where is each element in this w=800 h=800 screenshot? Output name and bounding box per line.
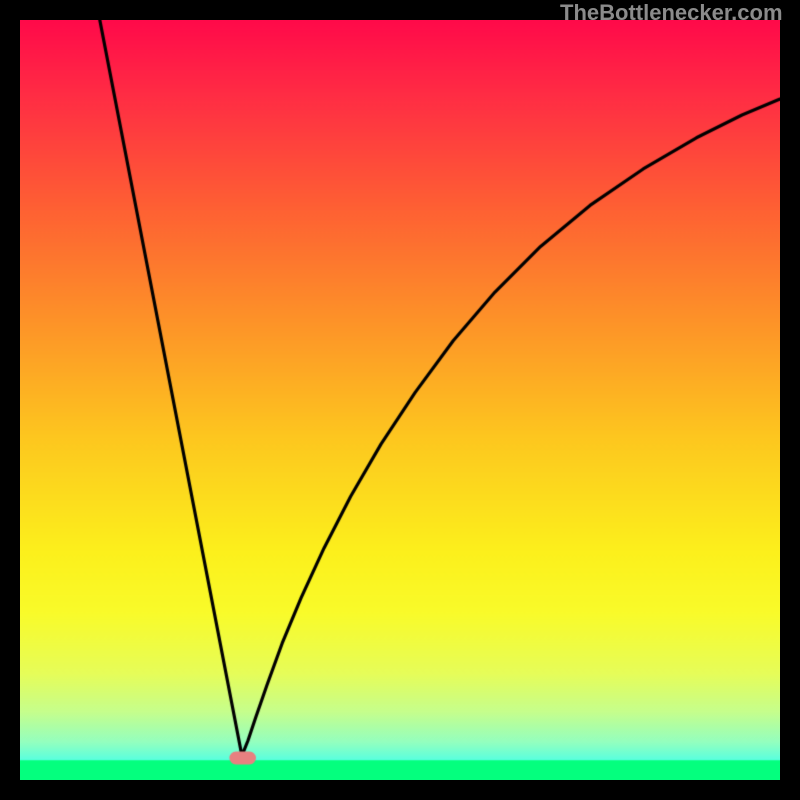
watermark-text: TheBottlenecker.com: [560, 0, 783, 26]
plot-canvas: [20, 20, 780, 780]
chart-frame: TheBottlenecker.com: [0, 0, 800, 800]
plot-area: [20, 20, 780, 780]
